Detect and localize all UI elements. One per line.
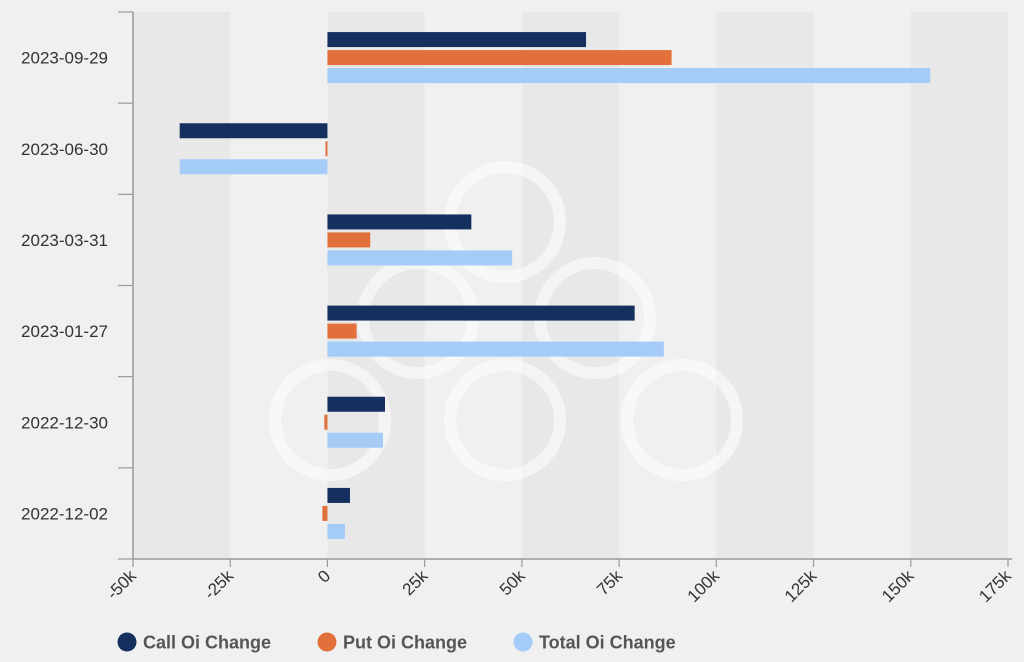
x-tick-label: 50k: [496, 566, 529, 599]
x-tick-label: 25k: [399, 566, 432, 599]
category-label: 2022-12-02: [21, 504, 108, 523]
bar-call-oi-change[interactable]: [327, 396, 385, 412]
legend-label: Total Oi Change: [539, 633, 676, 653]
bar-put-oi-change[interactable]: [327, 50, 672, 66]
bar-call-oi-change[interactable]: [327, 487, 350, 503]
bar-put-oi-change[interactable]: [324, 414, 328, 430]
x-tick-label: 75k: [593, 566, 626, 599]
bar-put-oi-change[interactable]: [327, 323, 357, 339]
legend-marker: [317, 632, 337, 652]
bar-total-oi-change[interactable]: [327, 341, 664, 357]
legend-item[interactable]: Call Oi Change: [117, 632, 272, 653]
bar-call-oi-change[interactable]: [327, 214, 472, 230]
bar-call-oi-change[interactable]: [327, 32, 587, 48]
bar-total-oi-change[interactable]: [327, 68, 931, 84]
x-tick-label: 100k: [684, 566, 724, 606]
bar-put-oi-change[interactable]: [325, 141, 328, 157]
bar-put-oi-change[interactable]: [322, 505, 328, 521]
y-axis-labels: 2023-09-29 2023-06-30 2023-03-31 2023-01-27…: [21, 49, 108, 524]
category-label: 2023-01-27: [21, 322, 108, 341]
grid-band: [716, 12, 814, 559]
legend-marker: [513, 632, 533, 652]
x-tick-label: 150k: [878, 566, 918, 606]
bar-total-oi-change[interactable]: [327, 523, 345, 539]
bar-total-oi-change[interactable]: [179, 159, 328, 175]
legend-label: Call Oi Change: [143, 633, 271, 653]
grid-bands: [133, 12, 1008, 559]
bar-total-oi-change[interactable]: [327, 250, 513, 266]
legend[interactable]: Call Oi Change Put Oi Change Total Oi Chan…: [117, 632, 676, 653]
x-axis-labels: -50k -25k 0 25k 50k 75k 100k 125k 150k 175k: [103, 566, 1015, 606]
category-label: 2023-06-30: [21, 140, 108, 159]
axes: [118, 11, 1012, 567]
bar-total-oi-change[interactable]: [327, 432, 384, 448]
category-label: 2023-09-29: [21, 49, 108, 68]
x-tick-label: -25k: [200, 566, 237, 603]
bar-call-oi-change[interactable]: [327, 305, 635, 321]
legend-item[interactable]: Put Oi Change: [317, 632, 468, 653]
bar-call-oi-change[interactable]: [179, 123, 328, 139]
grid-band: [133, 12, 231, 559]
x-tick-label: 175k: [975, 566, 1015, 606]
category-label: 2022-12-30: [21, 413, 108, 432]
x-tick-label: 125k: [781, 566, 821, 606]
bars: [179, 32, 931, 539]
x-tick-label: 0: [314, 566, 334, 586]
bar-put-oi-change[interactable]: [327, 232, 371, 248]
x-tick-label: -50k: [103, 566, 140, 603]
legend-item[interactable]: Total Oi Change: [513, 632, 676, 653]
category-label: 2023-03-31: [21, 231, 108, 250]
grid-band: [521, 12, 620, 559]
grid-band: [910, 12, 1008, 559]
legend-label: Put Oi Change: [343, 633, 467, 653]
legend-marker: [117, 632, 137, 652]
